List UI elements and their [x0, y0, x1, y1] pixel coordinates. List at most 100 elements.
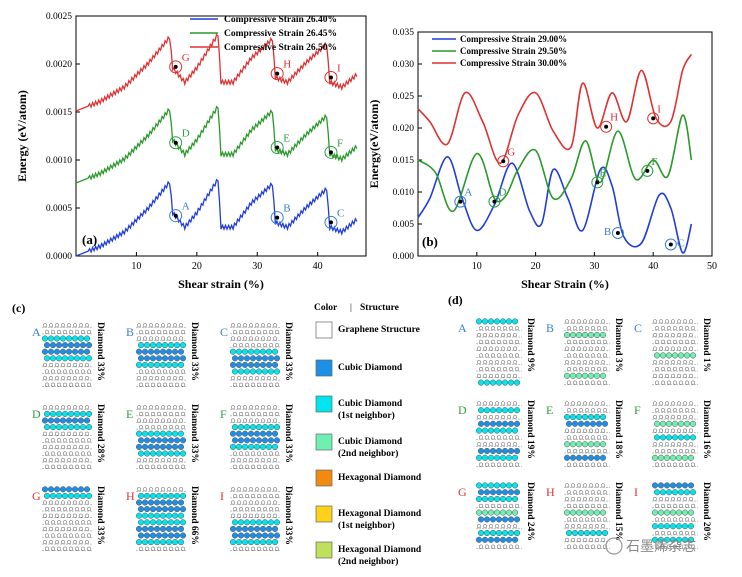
y-tick-label: 0.015 — [393, 156, 415, 166]
atom — [259, 361, 267, 368]
panel-label: (b) — [422, 234, 438, 249]
cell-caption: Diamond 33% — [283, 486, 293, 545]
atom — [160, 487, 166, 492]
atom — [671, 489, 679, 496]
atom — [242, 323, 248, 328]
atom — [494, 442, 500, 447]
atom — [660, 339, 666, 344]
marker-dot — [501, 159, 506, 164]
atom — [162, 382, 168, 387]
atom — [173, 355, 181, 362]
marker-ring — [664, 238, 677, 251]
atom — [43, 342, 51, 349]
watermark: 石墨烯杂志 — [605, 537, 696, 555]
atom — [142, 336, 148, 341]
atom — [48, 500, 54, 505]
atom — [495, 489, 503, 496]
marker-ring — [324, 145, 338, 159]
y-axis-label: Energy(eV/atom) — [367, 100, 381, 189]
atom — [575, 413, 583, 421]
atom — [511, 509, 519, 516]
atom — [243, 437, 251, 444]
atom — [85, 492, 93, 499]
marker-label: F — [337, 137, 343, 149]
marker-dot — [328, 220, 333, 225]
atom — [584, 353, 590, 358]
atom — [162, 425, 168, 430]
atom — [494, 414, 500, 420]
atom — [683, 434, 691, 441]
atom — [137, 519, 145, 526]
atom — [254, 418, 260, 423]
atom — [476, 442, 482, 447]
atom — [274, 329, 280, 334]
atom — [676, 346, 682, 351]
atom — [162, 411, 168, 416]
atom — [267, 437, 275, 444]
atom — [167, 492, 175, 499]
atom — [143, 492, 151, 499]
atom — [588, 483, 594, 488]
atom — [54, 362, 60, 367]
cell-letter: E — [126, 407, 133, 421]
atom — [500, 442, 506, 447]
atom — [141, 430, 149, 437]
atom — [261, 355, 269, 362]
atom — [682, 332, 688, 338]
atom — [254, 376, 260, 381]
atom — [502, 503, 508, 508]
atom — [267, 519, 275, 526]
atom — [161, 342, 169, 349]
marker-dot — [328, 150, 333, 155]
atom — [588, 401, 594, 406]
atom — [153, 430, 161, 437]
cell-caption: Diamond 1% — [701, 318, 711, 372]
atom — [675, 454, 683, 461]
atom — [601, 529, 609, 537]
atom — [230, 487, 236, 492]
atom — [149, 437, 157, 444]
atom — [229, 430, 237, 437]
atom — [660, 503, 666, 508]
atom — [669, 523, 677, 530]
atom — [160, 405, 166, 410]
atom — [156, 382, 162, 387]
atom — [60, 540, 66, 545]
atom — [62, 507, 68, 512]
atom — [67, 492, 75, 499]
atom — [80, 520, 86, 525]
atom — [578, 435, 584, 440]
atom — [86, 438, 92, 443]
marker-label: H — [283, 59, 291, 71]
atom — [44, 464, 50, 469]
atom — [248, 487, 254, 492]
atom — [511, 454, 519, 461]
atom — [231, 437, 239, 444]
atom — [147, 348, 155, 355]
cell-caption: Diamond 3% — [613, 318, 623, 372]
atom — [584, 339, 590, 344]
atom — [663, 454, 671, 461]
atom — [74, 533, 80, 538]
atom — [475, 495, 483, 503]
marker-ring — [270, 211, 284, 225]
atom — [135, 512, 143, 519]
x-tick-label: 10 — [131, 261, 141, 272]
atom — [138, 369, 144, 374]
marker-dot — [604, 124, 609, 129]
atom — [177, 443, 185, 450]
atom — [136, 405, 142, 410]
cell-letter: C — [634, 321, 642, 335]
atom — [599, 372, 607, 379]
atom — [274, 546, 280, 551]
atom — [171, 512, 179, 519]
atom — [262, 411, 268, 416]
atom — [50, 382, 56, 387]
atom — [476, 360, 482, 365]
atom — [60, 323, 66, 328]
atom — [658, 401, 664, 406]
atom — [238, 343, 244, 348]
atom — [260, 487, 266, 492]
atom — [690, 503, 696, 508]
atom — [230, 513, 236, 518]
